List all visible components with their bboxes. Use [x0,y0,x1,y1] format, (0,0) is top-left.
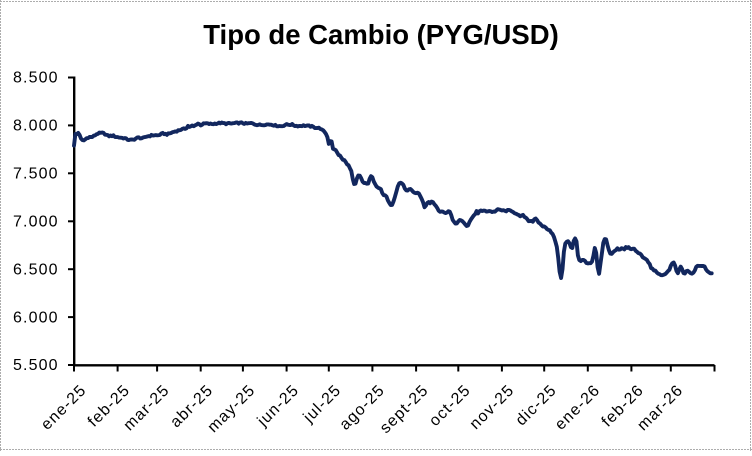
svg-text:6.000: 6.000 [13,309,59,326]
svg-text:5.500: 5.500 [13,357,59,374]
svg-text:8.000: 8.000 [13,118,59,135]
svg-text:7.500: 7.500 [13,166,59,183]
svg-text:Tipo de Cambio (PYG/USD): Tipo de Cambio (PYG/USD) [203,19,559,50]
svg-text:7.000: 7.000 [13,214,59,231]
svg-text:8.500: 8.500 [13,70,59,87]
svg-text:6.500: 6.500 [13,261,59,278]
